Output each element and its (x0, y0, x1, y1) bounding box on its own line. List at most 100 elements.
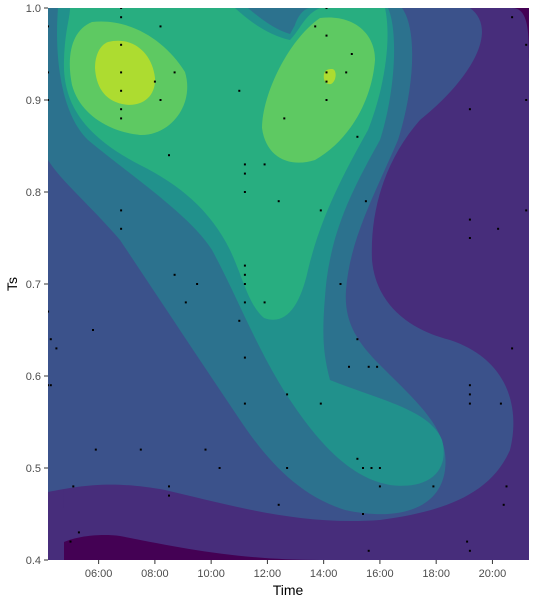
y-tick-label: 1.0 (26, 3, 41, 15)
data-point (69, 540, 72, 543)
data-point (49, 338, 52, 341)
data-points (48, 8, 528, 552)
y-tick-label: 0.9 (26, 95, 41, 107)
data-point (356, 457, 359, 460)
data-point (168, 494, 170, 497)
data-point (48, 99, 49, 101)
data-point (468, 393, 471, 396)
data-point (468, 237, 471, 239)
data-point (325, 71, 328, 74)
data-point (243, 273, 246, 276)
data-point (525, 43, 528, 46)
data-point (277, 200, 280, 203)
y-tick-label: 0.7 (26, 279, 41, 291)
data-point (48, 384, 49, 387)
data-point (362, 467, 364, 469)
data-point (350, 53, 353, 55)
data-point (356, 338, 359, 341)
x-tick-label: 06:00 (85, 568, 113, 580)
data-point (466, 540, 469, 543)
y-tick-label: 0.6 (26, 371, 41, 383)
data-point (120, 8, 123, 9)
data-point (263, 301, 266, 304)
data-point (196, 283, 199, 285)
data-point (243, 172, 246, 175)
x-tick-label: 16:00 (366, 568, 394, 580)
data-point (94, 448, 97, 451)
data-point (325, 99, 328, 101)
x-axis: 06:00 08:00 10:00 12:00 14:00 16:00 18:00 20:00 (85, 560, 506, 580)
data-point (120, 89, 123, 92)
data-point (243, 402, 246, 405)
data-point (243, 163, 246, 166)
data-point (48, 71, 49, 74)
data-point (139, 448, 142, 451)
data-point (173, 273, 176, 276)
data-point (283, 117, 286, 120)
data-point (468, 384, 471, 387)
x-tick-label: 12:00 (254, 568, 282, 580)
data-point (263, 163, 266, 166)
data-point (376, 365, 379, 368)
data-point (48, 25, 49, 28)
data-point (505, 485, 508, 488)
data-point (319, 402, 322, 405)
data-point (243, 283, 246, 285)
data-point (468, 549, 471, 552)
data-point (325, 34, 328, 37)
x-tick-label: 18:00 (422, 568, 450, 580)
x-tick-label: 10:00 (197, 568, 225, 580)
x-tick-label: 14:00 (310, 568, 338, 580)
y-tick-label: 0.4 (26, 555, 41, 567)
y-tick-label: 0.8 (26, 187, 41, 199)
y-axis-title: Ts (4, 277, 20, 291)
data-point (92, 329, 94, 331)
plot-panel (48, 8, 529, 560)
data-point (499, 402, 502, 405)
data-point (511, 347, 514, 350)
data-point (314, 25, 317, 28)
data-point (525, 99, 528, 101)
data-point (153, 80, 156, 83)
data-point (378, 485, 381, 488)
x-tick-label: 08:00 (141, 568, 169, 580)
data-point (243, 264, 246, 267)
data-point (325, 8, 328, 9)
data-point (367, 365, 370, 368)
data-point (238, 319, 241, 322)
data-point (468, 108, 471, 111)
data-point (511, 16, 514, 19)
data-point (362, 513, 364, 515)
data-point (468, 218, 471, 221)
data-point (339, 283, 342, 285)
data-point (432, 485, 435, 488)
x-axis-title: Time (273, 582, 304, 598)
density-band-6 (262, 17, 375, 163)
data-point (286, 393, 289, 396)
data-point (319, 209, 322, 212)
data-point (159, 99, 162, 101)
x-tick-label: 20:00 (479, 568, 507, 580)
data-point (168, 485, 170, 488)
data-point (286, 467, 289, 469)
data-point (55, 347, 58, 350)
data-point (497, 227, 500, 230)
data-point (345, 71, 348, 74)
data-point (325, 80, 328, 83)
data-point (348, 365, 350, 368)
data-point (120, 117, 123, 120)
data-point (468, 402, 471, 405)
data-point (173, 71, 176, 74)
density-band-7 (95, 40, 156, 105)
data-point (370, 467, 373, 469)
data-point (243, 191, 246, 193)
data-point (48, 310, 49, 313)
data-point (72, 485, 75, 488)
data-point (77, 531, 80, 534)
data-point (120, 227, 123, 230)
data-point (243, 301, 246, 304)
data-point (184, 301, 187, 304)
data-point (364, 200, 367, 203)
data-point (243, 356, 246, 359)
